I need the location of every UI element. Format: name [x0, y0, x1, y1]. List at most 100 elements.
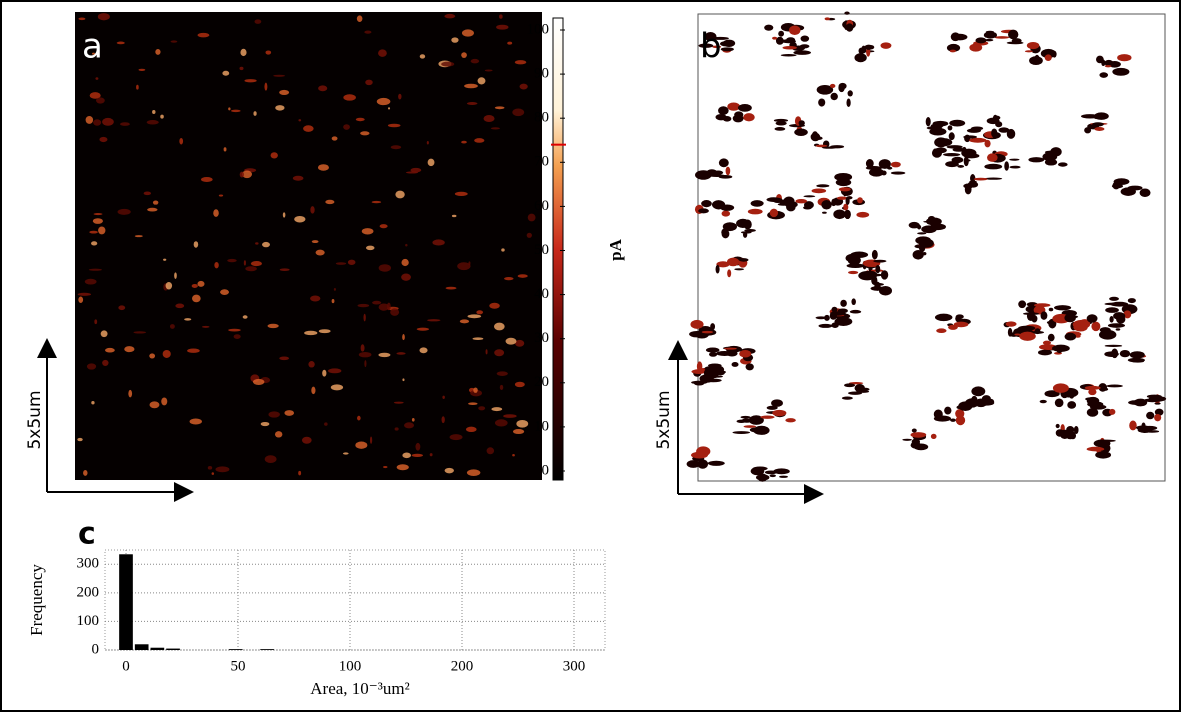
- speckle: [779, 475, 788, 478]
- speckle: [725, 166, 731, 176]
- speckle: [816, 184, 830, 188]
- speckle: [91, 400, 95, 405]
- speckle: [718, 158, 729, 168]
- speckle: [881, 170, 887, 176]
- speckle: [494, 349, 505, 357]
- y-tick-label: 0: [92, 641, 100, 657]
- speckle: [712, 45, 722, 49]
- speckle: [769, 474, 776, 478]
- speckle: [1113, 178, 1130, 186]
- speckle: [1146, 411, 1155, 420]
- speckle: [917, 224, 922, 230]
- speckle: [233, 334, 241, 339]
- speckle: [105, 347, 115, 353]
- speckle: [1052, 383, 1069, 393]
- speckle: [395, 190, 405, 199]
- speckle: [89, 92, 101, 99]
- speckle: [1086, 446, 1105, 452]
- speckle: [871, 249, 878, 260]
- speckle: [718, 175, 733, 179]
- speckle: [358, 351, 372, 358]
- speckle: [501, 248, 505, 252]
- speckle: [494, 106, 505, 110]
- speckle: [84, 278, 97, 285]
- speckle: [1093, 410, 1099, 416]
- speckle: [322, 369, 327, 377]
- speckle: [239, 171, 245, 178]
- speckle: [926, 126, 942, 130]
- speckle: [696, 361, 703, 372]
- speckle: [698, 43, 714, 48]
- speckle: [284, 410, 295, 416]
- speckle: [958, 401, 973, 412]
- speckle: [846, 98, 851, 107]
- speckle: [1023, 312, 1040, 316]
- speckle: [405, 243, 408, 247]
- speckle: [1154, 408, 1164, 416]
- speckle: [279, 89, 290, 95]
- speckle: [444, 13, 456, 19]
- speckle: [1108, 408, 1116, 415]
- speckle: [371, 200, 382, 204]
- speckle: [843, 203, 849, 211]
- colorbar-tick-label: 60: [534, 198, 549, 214]
- speckle: [1104, 64, 1112, 68]
- speckle: [722, 39, 736, 48]
- speckle: [454, 191, 468, 196]
- speckle: [410, 167, 422, 173]
- speckle: [1084, 127, 1092, 134]
- speckle: [736, 419, 747, 424]
- speckle: [764, 24, 774, 31]
- speckle: [401, 273, 411, 281]
- speckle: [301, 436, 312, 444]
- speckle: [387, 123, 401, 128]
- speckle: [772, 401, 777, 407]
- speckle: [917, 232, 927, 235]
- speckle: [1091, 321, 1101, 332]
- speckle: [760, 415, 775, 419]
- speckle: [844, 209, 851, 220]
- speckle: [230, 109, 241, 113]
- speckle: [175, 303, 185, 309]
- speckle: [1079, 319, 1091, 327]
- speckle: [398, 93, 402, 100]
- speckle: [803, 195, 816, 198]
- speckle: [155, 48, 161, 55]
- speckle: [737, 104, 752, 112]
- speckle: [890, 161, 901, 168]
- speckle: [880, 270, 889, 280]
- speckle: [1064, 313, 1076, 323]
- colorbar-tick-label: 80: [534, 110, 549, 126]
- speckle: [100, 330, 108, 338]
- speckle: [93, 119, 102, 126]
- speckle: [1005, 321, 1017, 327]
- speckle: [910, 441, 921, 449]
- bar: [134, 644, 149, 650]
- speckle: [207, 466, 213, 470]
- speckle: [378, 264, 391, 272]
- speckle: [484, 69, 493, 72]
- speckle: [274, 431, 283, 438]
- speckle: [292, 175, 304, 181]
- speckle: [93, 213, 103, 216]
- x-tick-label: 200: [451, 658, 474, 674]
- speckle: [854, 53, 867, 63]
- speckle: [1135, 425, 1151, 430]
- speckle: [748, 415, 764, 425]
- speckle: [461, 140, 467, 144]
- speckle: [711, 36, 729, 40]
- speckle: [774, 127, 786, 131]
- speckle: [1067, 401, 1077, 409]
- speckle: [948, 324, 958, 330]
- colorbar-tick-label: 90: [534, 66, 549, 82]
- speckle: [821, 146, 837, 149]
- speckle: [837, 308, 848, 314]
- speckle: [372, 300, 382, 305]
- speckle: [396, 464, 409, 471]
- speckle: [470, 58, 480, 64]
- speckle: [143, 191, 152, 196]
- speckle: [294, 215, 306, 223]
- speckle: [970, 174, 976, 183]
- speckle: [1096, 442, 1110, 448]
- speckle: [401, 258, 409, 267]
